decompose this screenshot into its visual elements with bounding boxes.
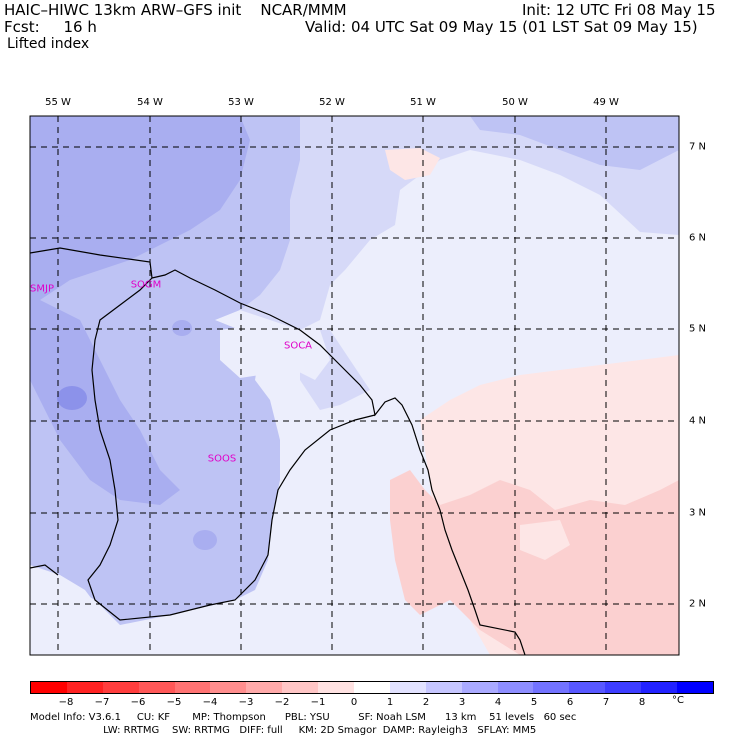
valid-time: Valid: 04 UTC Sat 09 May 15 (01 LST Sat …: [305, 18, 698, 36]
coastline: [30, 247, 526, 655]
lon-label-50w: 50 W: [502, 97, 528, 108]
boundaries: [30, 247, 526, 655]
colorbar-cell: [569, 682, 606, 693]
colorbar-tick-label: 8: [638, 697, 646, 708]
colorbar-tick-label: −1: [310, 697, 326, 708]
field-band-southwest: [30, 300, 180, 505]
field-cell-d: [172, 320, 192, 336]
colorbar-tick-label: 1: [386, 697, 394, 708]
lat-label-2n: 2 N: [689, 598, 707, 610]
field-cell-a: [163, 181, 207, 209]
colorbar-cell: [389, 682, 426, 693]
border-west-river: [30, 564, 59, 576]
field-pink-southeast: [390, 470, 679, 655]
field-name: Lifted index: [7, 36, 90, 52]
colorbar-cell: [605, 682, 642, 693]
model-info-line-1: Model Info: V3.6.1 CU: KF MP: Thompson P…: [30, 712, 577, 723]
lat-label-4n: 4 N: [689, 415, 707, 427]
field-cell-b: [54, 193, 86, 217]
lon-label-53w: 53 W: [228, 97, 254, 108]
lon-label-49w: 49 W: [593, 97, 619, 108]
lat-label-5n: 5 N: [689, 323, 707, 335]
lifted-index-field: [30, 116, 679, 655]
colorbar-tick-label: −4: [202, 697, 218, 708]
station-soca: SOCA: [283, 340, 313, 352]
colorbar-cell: [497, 682, 534, 693]
colorbar-tick-label: −3: [238, 697, 254, 708]
station-soos: SOOS: [207, 453, 237, 465]
lat-label-3n: 3 N: [689, 507, 707, 519]
colorbar-tick-label: −8: [58, 697, 74, 708]
colorbar-tick-label: 4: [494, 697, 502, 708]
colorbar-cell: [533, 682, 570, 693]
plot-frame: [29, 115, 680, 656]
field-cell-c: [193, 530, 217, 550]
colorbar-cell: [31, 682, 67, 693]
colorbar-cell: [174, 682, 211, 693]
station-smjp: SMJP: [30, 283, 54, 295]
colorbar-cell: [318, 682, 355, 693]
colorbar-cell: [138, 682, 175, 693]
field-band-northeast: [470, 116, 679, 170]
colorbar-cell: [282, 682, 319, 693]
colorbar-cell: [102, 682, 139, 693]
colorbar: [30, 681, 714, 694]
colorbar-tick-label: −5: [166, 697, 182, 708]
colorbar-tick-label: 3: [458, 697, 466, 708]
colorbar-tick-label: 2: [422, 697, 430, 708]
colorbar-cell: [246, 682, 283, 693]
forecast-hour: Fcst: 16 h: [4, 18, 97, 36]
field-cell-strong: [57, 386, 87, 410]
lat-label-6n: 6 N: [689, 232, 707, 244]
model-title: HAIC–HIWC 13km ARW–GFS init NCAR/MMM: [4, 1, 347, 19]
colorbar-cell: [461, 682, 498, 693]
border-surinam-guyana: [87, 277, 376, 621]
field-pink-north: [385, 148, 440, 180]
field-light-patch-3: [285, 330, 330, 380]
colorbar-tick-label: −2: [274, 697, 290, 708]
lon-label-54w: 54 W: [137, 97, 163, 108]
colorbar-tick-label: −6: [130, 697, 146, 708]
colorbar-tick-label: 0: [350, 697, 358, 708]
model-info-line-2: LW: RRTMG SW: RRTMG DIFF: full KM: 2D Sm…: [30, 725, 537, 736]
colorbar-cell: [677, 682, 713, 693]
colorbar-cell: [425, 682, 462, 693]
colorbar-cell: [354, 682, 390, 693]
station-sogm: SOGM: [130, 279, 162, 291]
colorbar-cell: [641, 682, 678, 693]
field-white-patch: [520, 520, 570, 560]
colorbar-tick-label: 7: [602, 697, 610, 708]
lon-label-55w: 55 W: [45, 97, 71, 108]
colorbar-tick-label: 5: [530, 697, 538, 708]
field-light-patch-2: [30, 565, 330, 655]
field-band-west: [30, 116, 250, 300]
lat-label-7n: 7 N: [689, 141, 707, 153]
init-time: Init: 12 UTC Fri 08 May 15: [522, 1, 716, 19]
colorbar-tick-label: 6: [566, 697, 574, 708]
field-light-patch-1: [220, 325, 265, 378]
map-grid: [30, 116, 679, 655]
colorbar-cell: [66, 682, 103, 693]
lon-label-52w: 52 W: [319, 97, 345, 108]
lon-label-51w: 51 W: [410, 97, 436, 108]
colorbar-unit: °C: [672, 695, 684, 706]
colorbar-cell: [210, 682, 247, 693]
colorbar-tick-label: −7: [94, 697, 110, 708]
